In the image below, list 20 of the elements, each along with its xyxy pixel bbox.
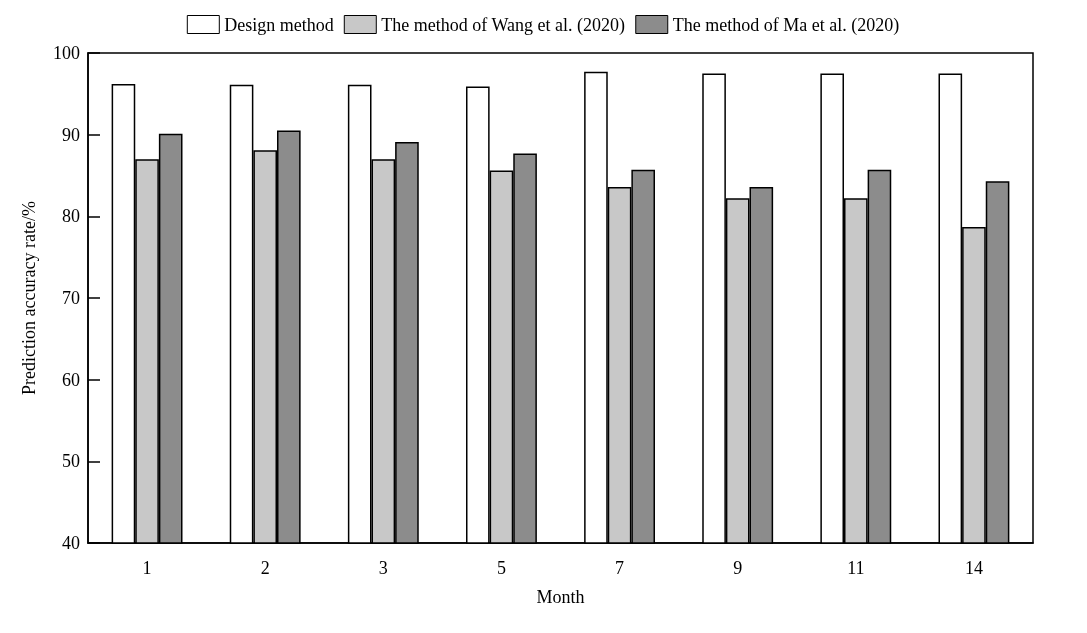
x-tick-label: 3: [378, 558, 388, 578]
x-axis-title: Month: [536, 587, 585, 607]
x-tick-label: 5: [496, 558, 506, 578]
y-tick-label: 80: [62, 206, 80, 227]
y-tick-label: 90: [62, 124, 80, 145]
legend-label: Design method: [224, 14, 334, 35]
x-tick-label: 2: [260, 558, 270, 578]
legend-label: The method of Wang et al. (2020): [381, 14, 625, 36]
x-tick-label: 7: [615, 558, 625, 578]
x-tick-label: 9: [733, 558, 743, 578]
legend-label: The method of Ma et al. (2020): [672, 14, 900, 36]
x-tick-label: 14: [964, 558, 983, 578]
y-tick-label: 70: [62, 288, 80, 308]
x-tick-label: 1: [142, 558, 152, 578]
x-tick-label: 11: [847, 558, 865, 578]
y-tick-label: 50: [62, 451, 80, 472]
y-tick-label: 40: [62, 533, 80, 553]
y-tick-label: 100: [53, 43, 80, 63]
y-tick-label: 60: [62, 369, 80, 390]
y-axis-title: Prediction accuracy rate/%: [19, 201, 39, 395]
